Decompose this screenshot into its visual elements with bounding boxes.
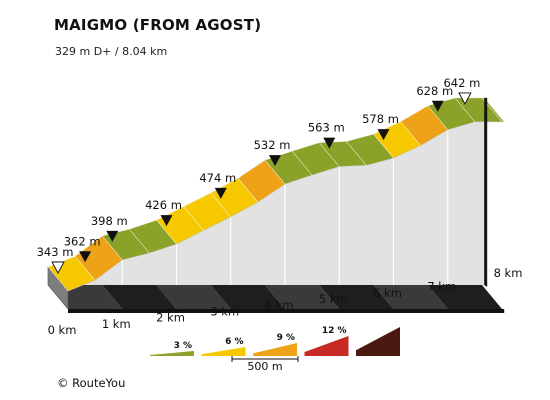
- filled-marker-icon: [377, 129, 390, 141]
- elevation-label: 343 m: [37, 245, 74, 259]
- elevation-label: 628 m: [416, 84, 453, 98]
- routeyou-credit: © RouteYou: [57, 376, 126, 390]
- elevation-label: 563 m: [308, 121, 345, 135]
- km-tick-label: 8 km: [494, 266, 523, 280]
- legend-label: 6 %: [225, 337, 243, 347]
- legend-swatch: [356, 327, 400, 356]
- scale-bar-label: 500 m: [247, 360, 282, 373]
- legend-label: 3 %: [174, 341, 192, 351]
- ribbon-front-edge: [67, 121, 505, 292]
- elevation-label: 578 m: [362, 112, 399, 126]
- legend-label: 12 %: [322, 326, 347, 336]
- chart-title: MAIGMO (FROM AGOST): [54, 16, 262, 34]
- filled-marker-icon: [106, 230, 119, 242]
- legend-label: 9 %: [277, 333, 295, 343]
- base-segment: [265, 285, 340, 309]
- filled-marker-icon: [214, 187, 227, 199]
- base-front-edge: [68, 309, 505, 313]
- base-segment: [156, 285, 231, 309]
- km-tick-label: 2 km: [156, 311, 185, 325]
- elevation-label: 398 m: [91, 214, 128, 228]
- open-marker-icon: [458, 92, 472, 105]
- base-segment: [210, 285, 285, 309]
- filled-marker-icon: [431, 100, 444, 112]
- filled-marker-icon: [79, 251, 92, 263]
- km-tick-label: 5 km: [319, 292, 348, 306]
- elevation-label: 362 m: [64, 234, 101, 248]
- profile-end-wall: [484, 97, 488, 288]
- filled-marker-icon: [160, 215, 173, 227]
- km-tick-label: 7 km: [427, 280, 456, 294]
- filled-marker-icon: [323, 137, 336, 149]
- elevation-label: 474 m: [199, 171, 236, 185]
- km-tick-label: 6 km: [373, 286, 402, 300]
- chart-subtitle: 329 m D+ / 8.04 km: [55, 45, 168, 58]
- base-segment: [427, 285, 502, 309]
- open-marker-icon: [51, 261, 65, 274]
- elevation-label: 642 m: [443, 76, 480, 90]
- gradient-segment: [481, 97, 505, 123]
- legend-swatch: [253, 343, 297, 356]
- base-segment: [373, 285, 448, 309]
- legend-swatch: [150, 351, 194, 356]
- elevation-label: 426 m: [145, 198, 182, 212]
- km-tick-label: 0 km: [48, 323, 77, 337]
- km-tick-label: 1 km: [102, 317, 131, 331]
- base-segment: [319, 285, 394, 309]
- km-tick-label: 3 km: [210, 304, 239, 318]
- km-tick-label: 4 km: [265, 298, 294, 312]
- legend-swatch: [201, 347, 246, 356]
- base-segment: [102, 285, 177, 309]
- legend-swatch: [304, 336, 349, 356]
- filled-marker-icon: [269, 155, 281, 167]
- elevation-label: 532 m: [254, 138, 291, 152]
